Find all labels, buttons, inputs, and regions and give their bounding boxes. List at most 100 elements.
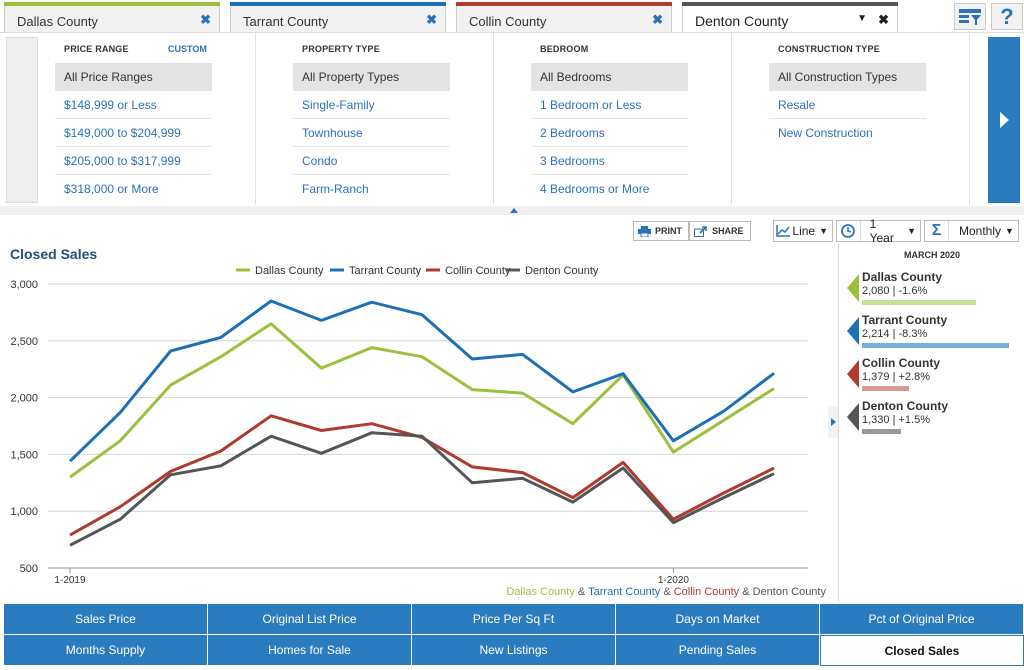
footnote-part: Collin County <box>674 586 740 598</box>
y-tick-label: 3,000 <box>10 279 38 291</box>
filter-option[interactable]: 3 Bedrooms <box>531 147 688 175</box>
metric-homes-for-sale[interactable]: Homes for Sale <box>208 635 412 666</box>
filter-option[interactable]: Condo <box>293 147 450 175</box>
share-label: SHARE <box>712 226 744 236</box>
legend-value: 2,080 | -1.6% <box>862 285 928 297</box>
legend-item-tarrant[interactable]: Tarrant County 2,214 | -8.3% <box>847 313 1023 353</box>
close-icon[interactable]: ✖ <box>426 12 437 27</box>
filter-option[interactable]: $149,000 to $204,999 <box>55 119 212 147</box>
filter-option[interactable]: All Price Ranges <box>55 63 212 91</box>
tab-tarrant-county[interactable]: Tarrant County ✖ <box>230 2 446 32</box>
printer-icon <box>638 225 651 237</box>
chart-title: Closed Sales <box>10 246 98 262</box>
period-value: 1 Year <box>869 217 894 245</box>
tab-collin-county[interactable]: Collin County ✖ <box>456 2 672 32</box>
y-tick-label: 500 <box>20 563 38 575</box>
filter-settings-button[interactable] <box>954 3 986 30</box>
tab-denton-county[interactable]: Denton County ▼ ✖ <box>682 2 898 33</box>
y-tick-label: 1,500 <box>10 449 38 461</box>
filter-option[interactable]: $318,000 or More <box>64 182 159 196</box>
interval-dropdown[interactable]: Σ Monthly ▼ <box>924 220 1019 242</box>
legend-value: 1,379 | +2.8% <box>862 371 930 383</box>
filter-option[interactable]: All Property Types <box>293 63 450 91</box>
filter-option[interactable]: Resale <box>769 91 926 119</box>
filter-list-icon <box>959 8 981 25</box>
legend-panel-toggle[interactable] <box>828 406 838 438</box>
legend-label: Dallas County <box>255 265 324 277</box>
metric-sales-price[interactable]: Sales Price <box>4 604 208 635</box>
filter-option[interactable]: 1 Bedroom or Less <box>531 91 688 119</box>
legend-label: Tarrant County <box>349 265 422 277</box>
close-icon[interactable]: ✖ <box>652 12 663 27</box>
chevron-down-icon: ▼ <box>1005 226 1014 236</box>
filter-option[interactable]: Single-Family <box>293 91 450 119</box>
metric-selector-grid: Sales Price Original List Price Price Pe… <box>4 604 1024 666</box>
chevron-right-icon <box>830 418 836 426</box>
filter-option[interactable]: All Bedrooms <box>531 63 688 91</box>
filter-prev-strip[interactable] <box>6 37 38 203</box>
filter-option[interactable]: 2 Bedrooms <box>531 119 688 147</box>
close-icon[interactable]: ✖ <box>200 12 211 27</box>
legend-value: 2,214 | -8.3% <box>862 328 928 340</box>
legend-bar <box>862 429 901 434</box>
legend-item-collin[interactable]: Collin County 1,379 | +2.8% <box>847 356 1023 396</box>
filter-option[interactable]: Townhouse <box>293 119 450 147</box>
y-tick-label: 2,500 <box>10 336 38 348</box>
filter-option[interactable]: $148,999 or Less <box>55 91 212 119</box>
metric-price-per-sq-ft[interactable]: Price Per Sq Ft <box>412 604 616 635</box>
legend-arrow <box>847 317 859 345</box>
filter-option[interactable]: New Construction <box>778 126 873 140</box>
tab-color-bar <box>230 2 446 6</box>
print-label: PRINT <box>655 226 682 236</box>
interval-value: Monthly <box>959 224 1002 238</box>
filter-column-property-type: PROPERTY TYPE All Property Types Single-… <box>256 33 494 205</box>
print-button[interactable]: PRINT <box>633 221 689 241</box>
period-dropdown[interactable]: 1 Year ▼ <box>836 217 921 245</box>
footnote-part: & <box>660 586 673 598</box>
chevron-down-icon[interactable]: ▼ <box>857 13 867 24</box>
metric-original-list-price[interactable]: Original List Price <box>208 604 412 635</box>
tab-dallas-county[interactable]: Dallas County ✖ <box>4 2 220 32</box>
collapse-filters-button[interactable] <box>503 206 525 215</box>
chart-type-dropdown[interactable]: Line ▼ <box>773 220 833 242</box>
tab-color-bar <box>4 2 220 6</box>
footnote-part: Dallas County <box>506 586 575 598</box>
filter-option[interactable]: $205,000 to $317,999 <box>55 147 212 175</box>
legend-item-denton[interactable]: Denton County 1,330 | +1.5% <box>847 399 1023 439</box>
custom-price-link[interactable]: CUSTOM <box>168 44 207 54</box>
share-button[interactable]: SHARE <box>689 221 751 241</box>
filter-next-button[interactable] <box>988 37 1020 203</box>
metric-pct-of-original-price[interactable]: Pct of Original Price <box>820 604 1024 635</box>
metric-pending-sales[interactable]: Pending Sales <box>616 635 820 666</box>
chevron-down-icon: ▼ <box>819 226 828 236</box>
x-tick-label: 1-2020 <box>658 575 690 586</box>
chevron-up-icon <box>510 208 518 213</box>
series-line <box>68 299 775 463</box>
filter-option[interactable]: All Construction Types <box>769 63 926 91</box>
filter-column-bedroom: BEDROOM All Bedrooms 1 Bedroom or Less 2… <box>494 33 732 205</box>
footnote-part: & Denton County <box>739 586 826 598</box>
filter-option[interactable]: Farm-Ranch <box>302 182 369 196</box>
series-line <box>69 431 775 547</box>
chevron-down-icon: ▼ <box>907 226 916 236</box>
tab-label: Tarrant County <box>243 14 329 29</box>
legend-arrow <box>847 274 859 302</box>
y-tick-label: 2,000 <box>10 393 38 405</box>
closed-sales-line-chart: 500 1,000 1,500 2,000 2,500 3,000 1-2019 1-2020… <box>10 265 826 598</box>
metric-new-listings[interactable]: New Listings <box>412 635 616 666</box>
question-icon: ? <box>1000 3 1014 29</box>
help-button[interactable]: ? <box>991 3 1023 30</box>
y-tick-label: 1,000 <box>10 506 38 518</box>
metric-days-on-market[interactable]: Days on Market <box>616 604 820 635</box>
legend-item-dallas[interactable]: Dallas County 2,080 | -1.6% <box>847 270 1023 310</box>
tab-label: Collin County <box>469 14 547 29</box>
close-icon[interactable]: ✖ <box>878 12 889 27</box>
legend-arrow <box>847 403 859 431</box>
metric-months-supply[interactable]: Months Supply <box>4 635 208 666</box>
footnote-part: Tarrant County <box>588 586 661 598</box>
county-tab-bar: Dallas County ✖ Tarrant County ✖ Collin … <box>0 0 1024 33</box>
metric-closed-sales[interactable]: Closed Sales <box>820 635 1024 666</box>
filter-column-construction-type: CONSTRUCTION TYPE All Construction Types… <box>732 33 970 205</box>
filter-option[interactable]: 4 Bedrooms or More <box>540 182 650 196</box>
legend-value: 1,330 | +1.5% <box>862 414 930 426</box>
